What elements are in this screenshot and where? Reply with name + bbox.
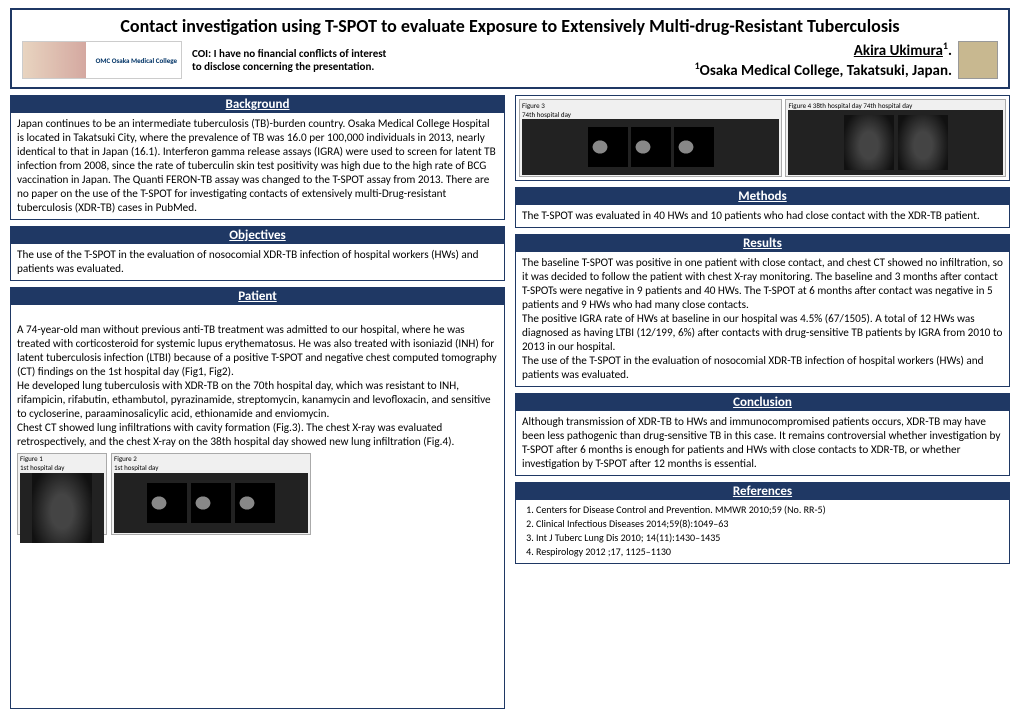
poster-title: Contact investigation using T-SPOT to ev… bbox=[22, 16, 998, 38]
objectives-body: The use of the T-SPOT in the evaluation … bbox=[11, 244, 504, 280]
conclusion-head: Conclusion bbox=[516, 394, 1009, 411]
results-section: Results The baseline T-SPOT was positive… bbox=[515, 234, 1010, 387]
methods-body: The T-SPOT was evaluated in 40 HWs and 1… bbox=[516, 205, 1009, 227]
figure-2: Figure 2 1st hospital day bbox=[111, 453, 311, 535]
header-box: Contact investigation using T-SPOT to ev… bbox=[10, 8, 1010, 89]
objectives-section: Objectives The use of the T-SPOT in the … bbox=[10, 226, 505, 281]
author-name: Akira Ukimura bbox=[854, 42, 943, 60]
figure-4: Figure 4 38th hospital day 74th hospital… bbox=[785, 99, 1006, 177]
objectives-head: Objectives bbox=[11, 227, 504, 244]
left-column: Background Japan continues to be an inte… bbox=[10, 95, 505, 709]
omc-logo: OMC Osaka Medical College bbox=[22, 41, 182, 79]
background-body: Japan continues to be an intermediate tu… bbox=[11, 113, 504, 219]
top-figure-strip: Figure 3 74th hospital day Figure 4 38th… bbox=[515, 95, 1010, 181]
patient-figures: Figure 1 1st hospital day Figure 2 1st h… bbox=[17, 453, 498, 535]
conclusion-body: Although transmission of XDR-TB to HWs a… bbox=[516, 411, 1009, 475]
methods-section: Methods The T-SPOT was evaluated in 40 H… bbox=[515, 187, 1010, 228]
references-section: References Centers for Disease Control a… bbox=[515, 482, 1010, 564]
fig4-label: Figure 4 38th hospital day 74th hospital… bbox=[788, 101, 1003, 110]
fig3-image bbox=[522, 119, 779, 175]
patient-section: Patient A 74-year-old man without previo… bbox=[10, 287, 505, 709]
methods-head: Methods bbox=[516, 188, 1009, 205]
fig3-label: Figure 3 74th hospital day bbox=[522, 101, 779, 119]
results-head: Results bbox=[516, 235, 1009, 252]
right-column: Figure 3 74th hospital day Figure 4 38th… bbox=[515, 95, 1010, 709]
patient-text: A 74-year-old man without previous anti-… bbox=[17, 323, 497, 449]
figure-3: Figure 3 74th hospital day bbox=[519, 99, 782, 177]
affiliation: Osaka Medical College, Takatsuki, Japan. bbox=[700, 62, 952, 80]
logo-text: OMC Osaka Medical College bbox=[96, 56, 177, 65]
references-head: References bbox=[516, 483, 1009, 500]
author-sup: 1 bbox=[943, 39, 948, 52]
background-head: Background bbox=[11, 96, 504, 113]
header-row: OMC Osaka Medical College COI: I have no… bbox=[22, 40, 998, 82]
fig1-label: Figure 1 1st hospital day bbox=[20, 455, 104, 473]
references-list: Centers for Disease Control and Preventi… bbox=[516, 500, 1009, 563]
poster: Contact investigation using T-SPOT to ev… bbox=[0, 0, 1020, 717]
ref-4: Respirology 2012 ;17, 1125–1130 bbox=[536, 545, 1003, 558]
coi-line2: to disclose concerning the presentation. bbox=[192, 60, 374, 73]
coi-statement: COI: I have no financial conflicts of in… bbox=[192, 47, 452, 73]
fig2-label: Figure 2 1st hospital day bbox=[114, 455, 308, 473]
fig4-image bbox=[788, 110, 1003, 175]
conclusion-section: Conclusion Although transmission of XDR-… bbox=[515, 393, 1010, 476]
author-photo bbox=[958, 41, 998, 79]
ref-1: Centers for Disease Control and Preventi… bbox=[536, 503, 1003, 516]
author-block: Akira Ukimura1. 1Osaka Medical College, … bbox=[452, 40, 952, 82]
fig2-image bbox=[114, 473, 308, 534]
coi-line1: COI: I have no financial conflicts of in… bbox=[192, 47, 386, 60]
background-section: Background Japan continues to be an inte… bbox=[10, 95, 505, 220]
columns: Background Japan continues to be an inte… bbox=[10, 95, 1010, 709]
ref-2: Clinical Infectious Diseases 2014;59(8):… bbox=[536, 517, 1003, 530]
patient-head: Patient bbox=[11, 288, 504, 305]
ref-3: Int J Tuberc Lung Dis 2010; 14(11):1430–… bbox=[536, 531, 1003, 544]
results-body: The baseline T-SPOT was positive in one … bbox=[516, 252, 1009, 386]
patient-body: A 74-year-old man without previous anti-… bbox=[11, 305, 504, 553]
figure-1: Figure 1 1st hospital day bbox=[17, 453, 107, 535]
fig1-image bbox=[20, 473, 104, 543]
